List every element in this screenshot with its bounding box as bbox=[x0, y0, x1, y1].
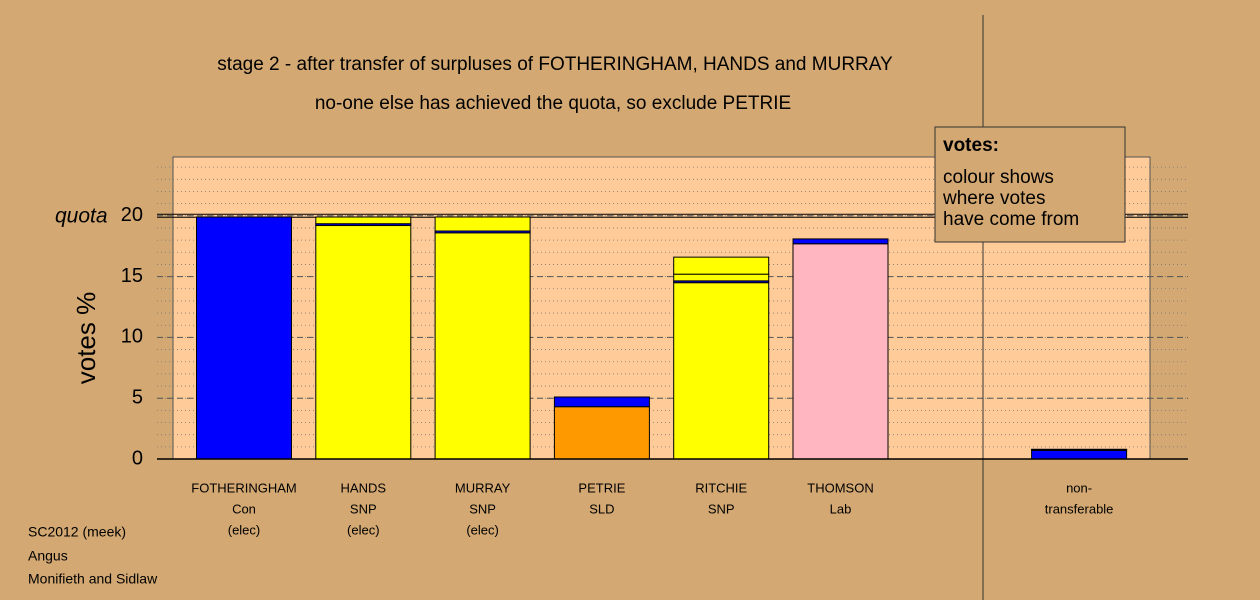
bar-segment bbox=[673, 256, 770, 275]
bar-segment bbox=[673, 273, 770, 282]
x-tick-label: transferable bbox=[1045, 501, 1114, 516]
footer-text: Angus bbox=[28, 548, 68, 564]
y-tick-label: 20 bbox=[121, 204, 143, 226]
x-tick-label: SNP bbox=[708, 501, 735, 516]
bars bbox=[196, 216, 1128, 460]
x-tick-label: (elec) bbox=[466, 522, 499, 537]
chart-title: stage 2 - after transfer of surpluses of… bbox=[217, 54, 893, 75]
footer-text: SC2012 (meek) bbox=[28, 524, 126, 540]
y-tick-label: 0 bbox=[132, 447, 143, 469]
legend-text: colour shows bbox=[943, 167, 1054, 188]
x-tick-label: SNP bbox=[350, 501, 377, 516]
y-tick-label: 10 bbox=[121, 326, 143, 348]
legend-title: votes: bbox=[943, 135, 999, 156]
legend-text: have come from bbox=[943, 209, 1079, 230]
bar-segment bbox=[196, 216, 292, 460]
x-tick-label: SNP bbox=[469, 501, 496, 516]
bar-segment bbox=[553, 406, 650, 460]
bar-segment bbox=[315, 216, 412, 225]
bar-segment bbox=[673, 282, 770, 460]
legend: votes: colour shows where votes have com… bbox=[934, 126, 1126, 243]
chart-subtitle: no-one else has achieved the quota, so e… bbox=[315, 93, 791, 114]
x-tick-label: Con bbox=[232, 501, 256, 516]
bar-segment bbox=[434, 216, 531, 232]
legend-box bbox=[934, 126, 1126, 243]
x-tick-label: Lab bbox=[830, 501, 852, 516]
bar-segment bbox=[792, 238, 889, 245]
x-tick-label: RITCHIE bbox=[695, 480, 747, 495]
x-tick-label: FOTHERINGHAM bbox=[191, 480, 296, 495]
x-tick-label: (elec) bbox=[347, 522, 380, 537]
y-tick-label: 5 bbox=[132, 386, 143, 408]
y-tick-label: 15 bbox=[121, 265, 143, 287]
bar-segment bbox=[434, 232, 531, 460]
footer-text: Monifieth and Sidlaw bbox=[28, 571, 158, 587]
bar-segment bbox=[1031, 449, 1128, 460]
bar-segment bbox=[553, 396, 650, 408]
x-tick-label: SLD bbox=[589, 501, 614, 516]
x-tick-label: THOMSON bbox=[807, 480, 873, 495]
x-tick-label: non- bbox=[1066, 480, 1092, 495]
bar-segment bbox=[792, 243, 889, 460]
bar-segment bbox=[1031, 448, 1128, 451]
y-axis-label: votes % bbox=[71, 292, 101, 385]
bar-segment bbox=[315, 225, 412, 460]
x-tick-label: PETRIE bbox=[578, 480, 625, 495]
x-tick-label: MURRAY bbox=[455, 480, 511, 495]
x-tick-label: HANDS bbox=[341, 480, 387, 495]
x-tick-label: (elec) bbox=[228, 522, 261, 537]
quota-label: quota bbox=[55, 204, 108, 227]
legend-text: where votes bbox=[942, 188, 1045, 209]
